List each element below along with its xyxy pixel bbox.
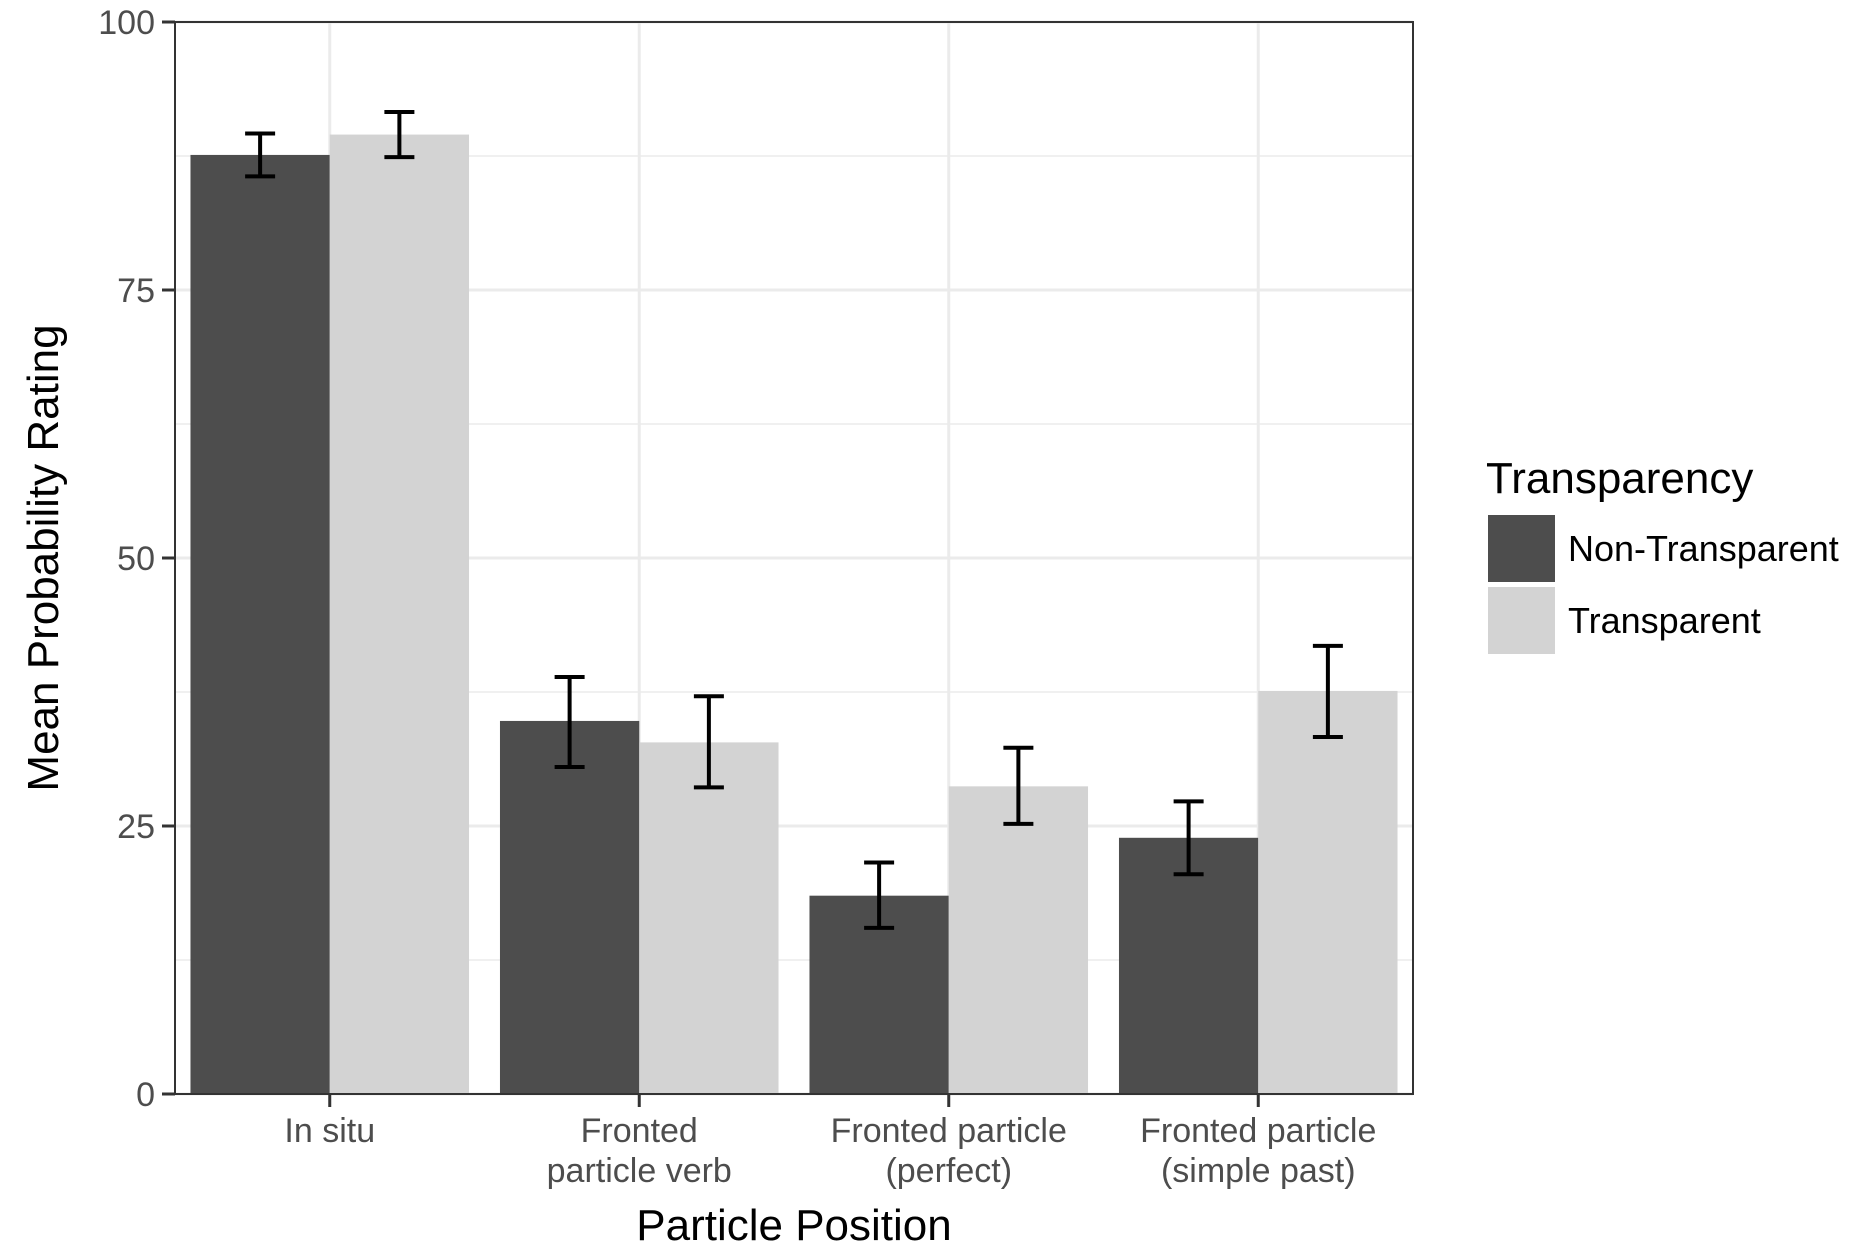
bar-transparent: [1258, 690, 1398, 1094]
bar-transparent: [329, 134, 470, 1094]
y-axis: 0 25 50 75 100: [98, 4, 175, 1114]
legend-label: Transparent: [1568, 600, 1761, 641]
y-tick-label: 0: [136, 1076, 155, 1114]
x-tick-label: (simple past): [1161, 1152, 1356, 1190]
bar-transparent: [639, 742, 779, 1094]
bar-non-transparent: [190, 154, 330, 1095]
x-axis-title: Particle Position: [636, 1201, 951, 1250]
y-tick-label: 100: [98, 4, 155, 42]
bar-non-transparent: [499, 720, 640, 1094]
legend-swatch: [1488, 587, 1555, 654]
x-tick-label: Fronted: [581, 1112, 698, 1150]
legend-swatch: [1488, 515, 1555, 582]
x-tick-label: (perfect): [885, 1152, 1012, 1190]
legend-label: Non-Transparent: [1568, 528, 1839, 569]
bar-transparent: [948, 786, 1089, 1094]
y-tick-label: 25: [117, 808, 155, 846]
error-bars: [245, 110, 1343, 930]
legend: Transparency Non-Transparent Transparent: [1486, 454, 1839, 654]
bars: [190, 134, 1398, 1095]
legend-title: Transparency: [1486, 454, 1753, 503]
x-tick-label: Fronted particle: [1140, 1112, 1376, 1150]
bar-non-transparent: [1118, 837, 1259, 1094]
y-axis-title: Mean Probability Rating: [19, 324, 68, 791]
y-tick-label: 50: [117, 540, 155, 578]
y-tick-label: 75: [117, 272, 155, 310]
x-tick-label: particle verb: [547, 1152, 732, 1190]
x-tick-label: Fronted particle: [831, 1112, 1067, 1150]
x-tick-label: In situ: [284, 1112, 375, 1150]
